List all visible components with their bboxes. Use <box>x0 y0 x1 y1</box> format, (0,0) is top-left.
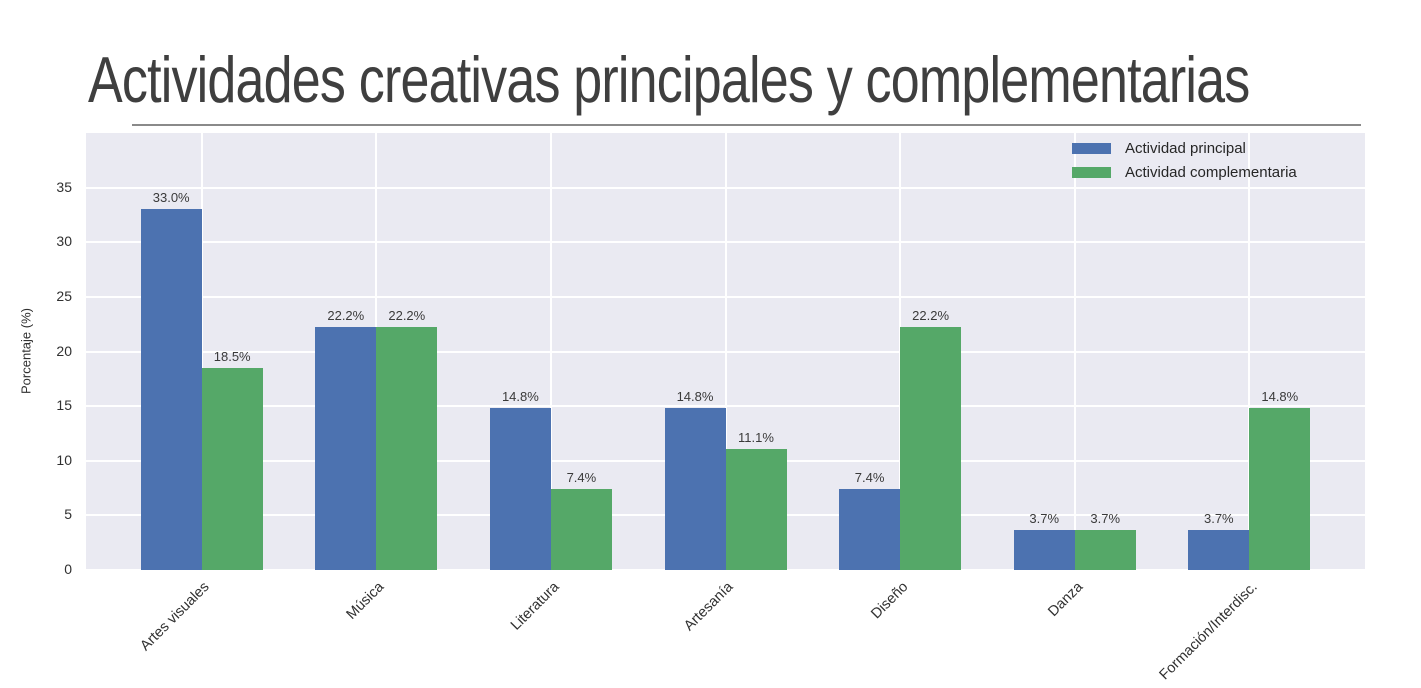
x-tick-label: Literatura <box>507 579 563 634</box>
bar <box>1074 529 1136 570</box>
y-tick-label: 15 <box>56 397 72 414</box>
legend-item: Actividad complementaria <box>1072 164 1297 181</box>
bar <box>1013 529 1075 570</box>
y-tick-label: 35 <box>56 178 72 195</box>
bar <box>376 327 438 570</box>
bar <box>900 327 962 570</box>
y-tick-label: 5 <box>64 506 72 523</box>
bar-value-label: 3.7% <box>1029 510 1060 526</box>
bar-value-label: 18.5% <box>213 348 251 364</box>
bar-value-label: 14.8% <box>501 389 539 405</box>
gridline-vertical <box>1248 133 1251 570</box>
bar-value-label: 3.7% <box>1203 510 1234 526</box>
bar <box>201 367 263 570</box>
gridline-vertical <box>549 133 552 570</box>
chart-title: Actividades creativas principales y comp… <box>88 43 1250 116</box>
bar-value-label: 11.1% <box>738 429 774 445</box>
legend-item: Actividad principal <box>1072 140 1297 157</box>
legend-swatch <box>1072 143 1111 154</box>
bar <box>664 408 726 570</box>
x-tick-label: Formación/Interdisc. <box>1156 579 1261 684</box>
y-tick-label: 30 <box>56 233 72 250</box>
plot-area: 33.0% 22.2% 14.8% 14.8% 7.4% 3.7% 3.7% 18.5% 22.… <box>86 133 1365 571</box>
bar <box>140 209 202 570</box>
bar <box>489 408 551 570</box>
bar <box>1249 408 1311 570</box>
gridline-horizontal <box>86 569 1365 571</box>
x-tick-label: Artesanía <box>681 579 737 635</box>
bar-value-label: 14.8% <box>676 389 714 405</box>
bar-value-label: 22.2% <box>327 308 365 324</box>
bar <box>839 489 901 570</box>
legend-swatch <box>1072 167 1111 178</box>
y-tick-label: 25 <box>56 287 72 304</box>
bar <box>725 448 787 570</box>
x-tick-label: Música <box>343 579 388 623</box>
gridline-vertical <box>200 133 203 570</box>
legend-label: Actividad principal <box>1125 140 1246 157</box>
bar-value-label: 33.0% <box>152 190 190 206</box>
bar-value-label: 3.7% <box>1090 510 1121 526</box>
x-tick-label: Artes visuales <box>137 579 214 655</box>
x-tick-label: Danza <box>1045 579 1087 620</box>
bar-value-label: 7.4% <box>566 470 597 486</box>
gridline-vertical <box>1073 133 1076 570</box>
bar <box>1188 529 1250 570</box>
bar-value-label: 22.2% <box>388 308 426 324</box>
bar <box>315 327 377 570</box>
bar-value-label: 7.4% <box>854 470 885 486</box>
title-underline <box>132 124 1361 126</box>
y-tick-label: 0 <box>64 561 72 577</box>
legend: Actividad principal Actividad complementa… <box>1072 140 1297 181</box>
x-tick-label: Diseño <box>868 579 912 623</box>
bar-value-label: 22.2% <box>912 308 950 324</box>
bar <box>550 489 612 570</box>
legend-label: Actividad complementaria <box>1125 164 1297 181</box>
gridline-vertical <box>724 133 727 570</box>
bar-value-label: 14.8% <box>1261 389 1299 405</box>
y-tick-label: 20 <box>56 342 72 359</box>
y-tick-label: 10 <box>56 451 72 468</box>
